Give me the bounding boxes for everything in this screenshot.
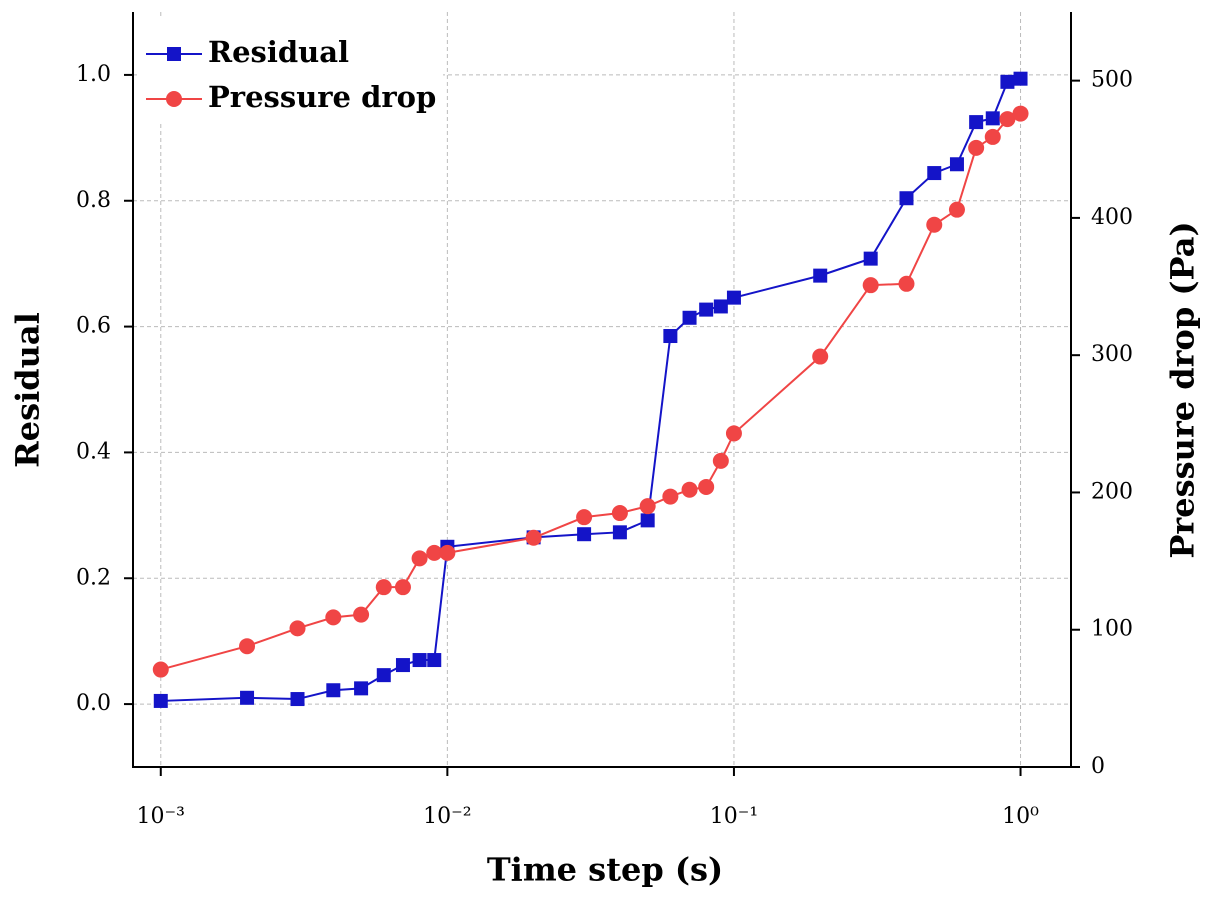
marker <box>525 529 542 546</box>
series-line <box>160 112 1021 671</box>
legend-label: Residual <box>208 35 349 69</box>
marker <box>639 498 656 515</box>
marker <box>999 111 1016 128</box>
marker <box>681 481 698 498</box>
y2-tick-label: 400 <box>1091 205 1133 230</box>
y-tick-label: 1.0 <box>76 62 111 87</box>
marker <box>325 609 342 626</box>
y-tick-label: 0.8 <box>76 188 111 213</box>
marker <box>726 290 741 305</box>
x-tick-label: 10⁰ <box>1002 804 1039 829</box>
marker <box>984 128 1001 145</box>
y-axis-label: Residual <box>9 312 47 468</box>
marker <box>949 157 964 172</box>
marker <box>376 668 391 683</box>
marker <box>290 692 305 707</box>
marker <box>612 525 627 540</box>
y2-tick-label: 300 <box>1091 342 1133 367</box>
marker <box>239 638 256 655</box>
legend-marker <box>166 91 182 107</box>
marker <box>394 579 411 596</box>
marker <box>948 201 965 218</box>
marker <box>577 527 592 542</box>
y-tick-label: 0.6 <box>76 314 111 339</box>
marker <box>354 681 369 696</box>
x-tick-label: 10⁻¹ <box>710 804 758 829</box>
y2-axis-label: Pressure drop (Pa) <box>1164 221 1202 558</box>
marker <box>412 653 427 668</box>
marker <box>968 139 985 156</box>
series-line <box>160 77 1021 702</box>
y2-tick-label: 0 <box>1091 754 1105 779</box>
marker <box>375 579 392 596</box>
marker <box>1013 71 1028 86</box>
legend-box <box>138 17 443 123</box>
marker <box>863 251 878 266</box>
x-axis-label: Time step (s) <box>487 851 723 889</box>
marker <box>663 329 678 344</box>
marker <box>576 509 593 526</box>
marker <box>862 277 879 294</box>
marker <box>662 488 679 505</box>
marker <box>426 544 443 561</box>
y2-tick-label: 500 <box>1091 68 1133 93</box>
y-tick-label: 0.4 <box>76 439 111 464</box>
marker <box>427 653 442 668</box>
y2-tick-label: 100 <box>1091 617 1133 642</box>
marker <box>713 299 728 314</box>
marker <box>698 478 715 495</box>
marker <box>152 661 169 678</box>
marker <box>153 693 168 708</box>
marker <box>898 275 915 292</box>
marker <box>813 268 828 283</box>
marker <box>326 683 341 698</box>
marker <box>699 302 714 317</box>
y-tick-label: 0.0 <box>76 691 111 716</box>
marker <box>899 191 914 206</box>
marker <box>353 606 370 623</box>
y2-tick-label: 200 <box>1091 479 1133 504</box>
marker <box>411 550 428 567</box>
marker <box>439 544 456 561</box>
marker <box>812 348 829 365</box>
marker <box>969 115 984 130</box>
marker <box>395 658 410 673</box>
marker <box>1000 74 1015 89</box>
axes <box>132 12 1072 768</box>
marker <box>682 310 697 325</box>
y-tick-label: 0.2 <box>76 565 111 590</box>
marker <box>640 513 655 528</box>
legend-label: Pressure drop <box>208 80 436 114</box>
x-tick-label: 10⁻² <box>423 804 471 829</box>
marker <box>240 690 255 705</box>
marker <box>926 216 943 233</box>
legend-marker <box>167 47 181 61</box>
x-tick-label: 10⁻³ <box>137 804 185 829</box>
marker <box>1012 105 1029 122</box>
marker <box>985 111 1000 126</box>
marker <box>611 505 628 522</box>
marker <box>289 620 306 637</box>
marker <box>712 452 729 469</box>
marker <box>725 425 742 442</box>
marker <box>927 166 942 181</box>
